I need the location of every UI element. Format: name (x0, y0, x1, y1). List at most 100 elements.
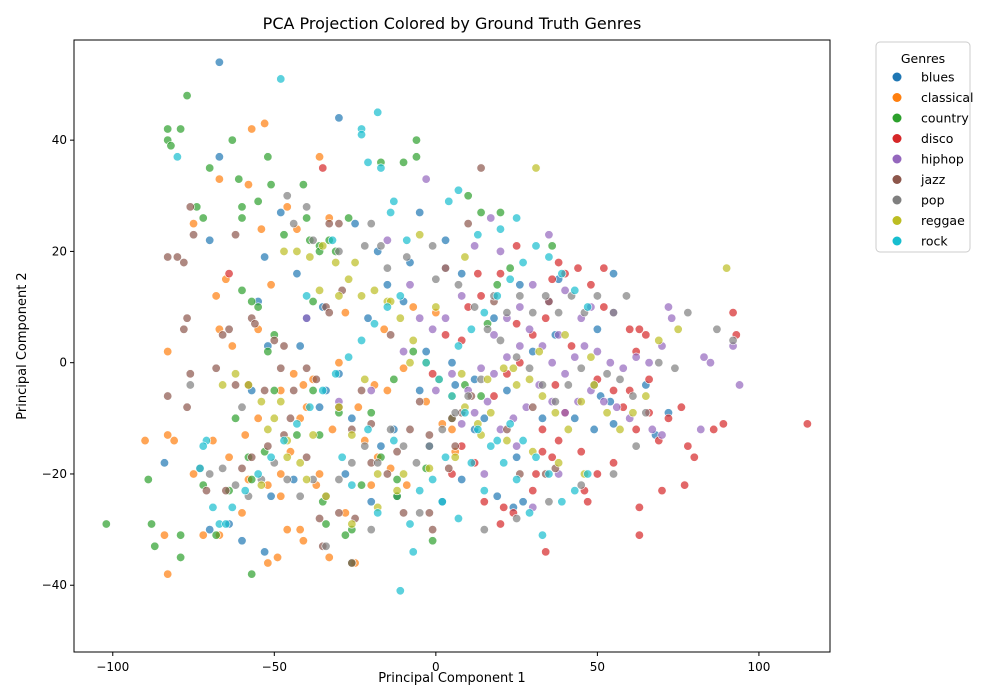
data-point-disco (476, 291, 486, 301)
data-point-reggae (537, 391, 547, 401)
data-point-blues (589, 424, 599, 434)
data-point-blues (570, 413, 580, 423)
data-point-country (231, 413, 241, 423)
data-point-disco (541, 313, 551, 323)
data-point-rock (531, 452, 541, 462)
data-point-rock (369, 319, 379, 329)
legend-label-hiphop: hiphop (921, 152, 964, 167)
data-point-hiphop (605, 358, 615, 368)
data-point-pop (670, 363, 680, 373)
data-point-country (463, 191, 473, 201)
data-point-country (163, 124, 173, 134)
data-point-disco (537, 447, 547, 457)
data-point-rock (337, 452, 347, 462)
data-point-rock (583, 302, 593, 312)
data-point-jazz (263, 441, 273, 451)
data-point-rock (518, 436, 528, 446)
data-point-rock (221, 519, 231, 529)
data-point-blues (340, 469, 350, 479)
legend-title: Genres (901, 51, 945, 66)
data-point-reggae (502, 436, 512, 446)
data-point-disco (576, 447, 586, 457)
data-point-reggae (673, 324, 683, 334)
data-point-hiphop (515, 341, 525, 351)
data-point-country (237, 213, 247, 223)
data-point-reggae (531, 163, 541, 173)
data-point-pop (218, 463, 228, 473)
data-point-classical (402, 480, 412, 490)
data-point-classical (315, 152, 325, 162)
data-point-classical (227, 341, 237, 351)
data-point-hiphop (431, 386, 441, 396)
data-point-reggae (302, 475, 312, 485)
data-point-hiphop (696, 424, 706, 434)
data-point-hiphop (441, 313, 451, 323)
data-point-rock (331, 369, 341, 379)
data-point-rock (537, 530, 547, 540)
data-point-classical (324, 552, 334, 562)
data-point-disco (599, 263, 609, 273)
data-point-country (476, 391, 486, 401)
data-point-classical (256, 224, 266, 234)
data-point-reggae (256, 397, 266, 407)
data-point-reggae (392, 486, 402, 496)
data-point-rock (421, 358, 431, 368)
data-point-blues (315, 402, 325, 412)
x-tick-label: 50 (590, 660, 605, 674)
data-point-disco (631, 424, 641, 434)
data-point-pop (360, 441, 370, 451)
data-point-classical (163, 569, 173, 579)
data-point-country (234, 174, 244, 184)
data-point-jazz (428, 525, 438, 535)
x-tick-label: 100 (747, 660, 770, 674)
data-point-disco (547, 274, 557, 284)
data-point-pop (621, 291, 631, 301)
data-point-classical (327, 424, 337, 434)
data-point-rock (382, 302, 392, 312)
legend: Genres blues classical country disco hiphop j… (875, 41, 974, 253)
legend-marker-classical (892, 93, 902, 102)
data-point-disco (586, 280, 596, 290)
y-tick-label: 40 (52, 133, 67, 147)
data-point-pop (295, 491, 305, 501)
data-point-pop (237, 402, 247, 412)
series-jazz (163, 163, 560, 568)
data-point-disco (531, 469, 541, 479)
data-point-hiphop (382, 235, 392, 245)
data-point-hiphop (570, 352, 580, 362)
data-point-rock (373, 107, 383, 117)
data-point-pop (631, 441, 641, 451)
data-point-rock (389, 196, 399, 206)
data-point-jazz (324, 308, 334, 318)
data-point-blues (515, 280, 525, 290)
data-point-disco (554, 258, 564, 268)
data-point-jazz (237, 463, 247, 473)
data-point-pop (402, 252, 412, 262)
data-point-blues (421, 347, 431, 357)
data-point-jazz (357, 386, 367, 396)
data-point-jazz (399, 508, 409, 518)
data-point-jazz (172, 252, 182, 262)
data-point-pop (399, 441, 409, 451)
data-point-pop (453, 280, 463, 290)
legend-label-rock: rock (921, 234, 948, 249)
data-point-hiphop (366, 386, 376, 396)
data-point-rock (318, 386, 328, 396)
data-point-disco (634, 324, 644, 334)
data-point-jazz (405, 424, 415, 434)
data-point-rock (453, 341, 463, 351)
data-point-hiphop (525, 324, 535, 334)
data-point-pop (428, 241, 438, 251)
data-point-country (357, 480, 367, 490)
data-point-reggae (360, 374, 370, 384)
data-point-disco (609, 458, 619, 468)
data-point-classical (276, 469, 286, 479)
data-point-jazz (289, 386, 299, 396)
data-point-reggae (373, 469, 383, 479)
data-point-reggae (231, 369, 241, 379)
data-point-classical (295, 525, 305, 535)
data-point-hiphop (470, 241, 480, 251)
data-point-rock (453, 513, 463, 523)
data-point-rock (279, 436, 289, 446)
data-point-reggae (525, 374, 535, 384)
